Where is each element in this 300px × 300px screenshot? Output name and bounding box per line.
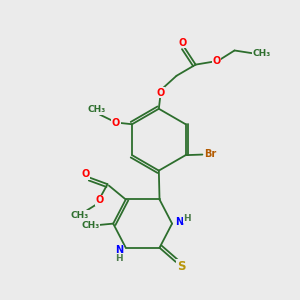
Text: N: N (115, 245, 123, 255)
Text: O: O (112, 118, 120, 128)
Text: O: O (156, 88, 164, 98)
Text: H: H (184, 214, 191, 223)
Text: CH₃: CH₃ (87, 105, 105, 114)
Text: CH₃: CH₃ (253, 49, 271, 58)
Text: H: H (116, 254, 123, 262)
Text: N: N (176, 217, 184, 227)
Text: CH₃: CH₃ (81, 220, 100, 230)
Text: S: S (177, 260, 185, 273)
Text: CH₃: CH₃ (71, 211, 89, 220)
Text: O: O (96, 195, 104, 206)
Text: O: O (178, 38, 187, 47)
Text: O: O (81, 169, 89, 179)
Text: Br: Br (204, 149, 217, 159)
Text: O: O (212, 56, 220, 66)
